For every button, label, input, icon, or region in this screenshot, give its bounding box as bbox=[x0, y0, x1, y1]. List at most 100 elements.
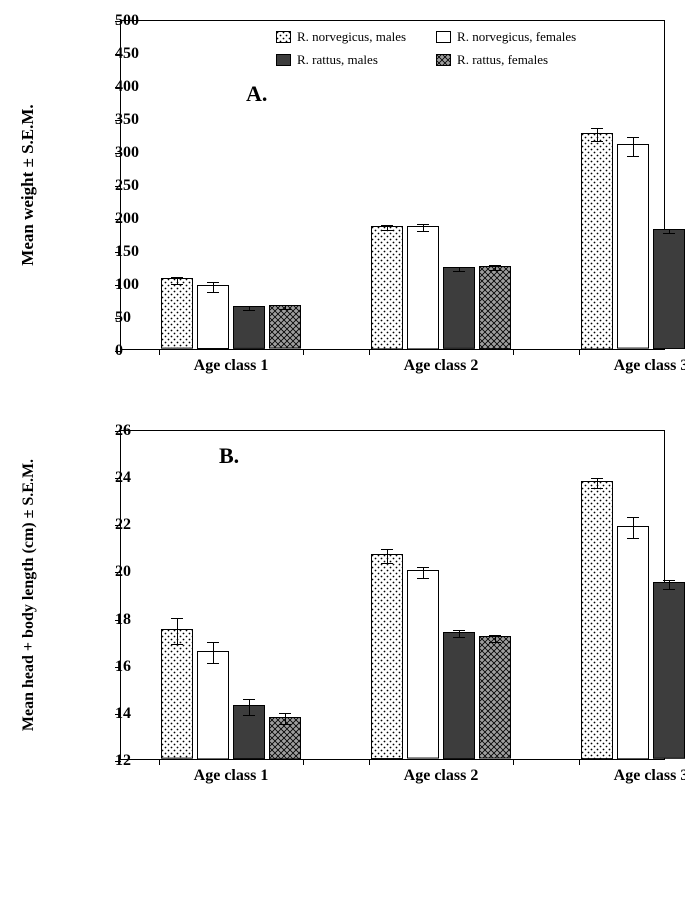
error-cap-top bbox=[171, 277, 183, 278]
bar-nm bbox=[371, 554, 403, 759]
panel-label: A. bbox=[246, 81, 267, 107]
x-tick bbox=[513, 349, 514, 355]
x-tick bbox=[579, 349, 580, 355]
error-cap-bottom bbox=[279, 309, 291, 310]
legend-item-rf: R. rattus, females bbox=[436, 52, 576, 68]
error-cap-top bbox=[171, 618, 183, 619]
error-cap-top bbox=[207, 282, 219, 283]
error-cap-top bbox=[417, 224, 429, 225]
x-category-label: Age class 3 bbox=[614, 767, 685, 785]
x-tick bbox=[303, 759, 304, 765]
bar-rm bbox=[443, 267, 475, 349]
bar-rf bbox=[269, 305, 301, 349]
x-category-label: Age class 3 bbox=[614, 357, 685, 375]
error-cap-bottom bbox=[243, 715, 255, 716]
error-bar bbox=[495, 635, 496, 642]
x-tick bbox=[159, 759, 160, 765]
chart-area: B.1214161820222426Age class 1 Age class … bbox=[120, 430, 665, 760]
error-bar bbox=[633, 517, 634, 538]
legend: R. norvegicus, males R. rattus, males R. n… bbox=[276, 29, 606, 68]
error-bar bbox=[285, 713, 286, 725]
x-tick bbox=[303, 349, 304, 355]
y-tick-label: 26 bbox=[115, 422, 656, 440]
error-cap-bottom bbox=[489, 642, 501, 643]
bar-nf bbox=[407, 570, 439, 759]
y-tick-label: 24 bbox=[115, 469, 656, 487]
error-bar bbox=[423, 567, 424, 579]
bar-nm bbox=[581, 133, 613, 349]
legend-label: R. rattus, females bbox=[457, 52, 548, 68]
bar-nf bbox=[617, 526, 649, 759]
error-cap-top bbox=[627, 137, 639, 138]
x-tick bbox=[369, 349, 370, 355]
error-cap-bottom bbox=[663, 589, 675, 590]
error-cap-bottom bbox=[171, 284, 183, 285]
error-cap-bottom bbox=[381, 563, 393, 564]
x-tick bbox=[369, 759, 370, 765]
error-cap-top bbox=[243, 306, 255, 307]
error-cap-top bbox=[627, 517, 639, 518]
error-cap-top bbox=[489, 265, 501, 266]
error-cap-bottom bbox=[243, 310, 255, 311]
error-bar bbox=[249, 699, 250, 716]
error-cap-top bbox=[489, 635, 501, 636]
legend-item-nm: R. norvegicus, males bbox=[276, 29, 406, 45]
error-bar bbox=[213, 282, 214, 291]
x-tick bbox=[579, 759, 580, 765]
bar-rf bbox=[479, 266, 511, 349]
figure: Mean weight ± S.E.M. A. R. norvegicus, mal… bbox=[20, 20, 665, 810]
bar-rm bbox=[443, 632, 475, 759]
error-cap-top bbox=[279, 305, 291, 306]
legend-label: R. norvegicus, females bbox=[457, 29, 576, 45]
error-cap-bottom bbox=[417, 231, 429, 232]
bar-nf bbox=[407, 226, 439, 349]
bar-nm bbox=[161, 278, 193, 349]
panel-A: Mean weight ± S.E.M. A. R. norvegicus, mal… bbox=[20, 20, 665, 400]
bar-rm bbox=[653, 229, 685, 349]
bar-rf bbox=[479, 636, 511, 759]
legend-label: R. norvegicus, males bbox=[297, 29, 406, 45]
x-category-label: Age class 1 bbox=[194, 767, 269, 785]
error-cap-bottom bbox=[171, 644, 183, 645]
legend-column: R. norvegicus, females R. rattus, females bbox=[436, 29, 576, 68]
error-cap-bottom bbox=[627, 538, 639, 539]
bar-nf bbox=[617, 144, 649, 349]
error-cap-top bbox=[381, 225, 393, 226]
bar-nf bbox=[197, 285, 229, 349]
error-cap-bottom bbox=[663, 233, 675, 234]
y-axis-title: Mean head + body length (cm) ± S.E.M. bbox=[20, 459, 38, 731]
y-axis-title: Mean weight ± S.E.M. bbox=[18, 104, 38, 265]
legend-item-rm: R. rattus, males bbox=[276, 52, 406, 68]
error-bar bbox=[597, 128, 598, 141]
panel-label: B. bbox=[219, 443, 239, 469]
y-tick-label: 400 bbox=[115, 78, 656, 96]
error-bar bbox=[213, 642, 214, 663]
error-cap-top bbox=[279, 713, 291, 714]
error-bar bbox=[459, 630, 460, 637]
error-cap-top bbox=[663, 229, 675, 230]
bar-nm bbox=[581, 481, 613, 759]
error-cap-top bbox=[591, 478, 603, 479]
error-cap-top bbox=[663, 580, 675, 581]
bar-nf bbox=[197, 651, 229, 759]
y-tick-label: 22 bbox=[115, 516, 656, 534]
x-tick bbox=[513, 759, 514, 765]
error-cap-bottom bbox=[279, 724, 291, 725]
error-cap-top bbox=[591, 128, 603, 129]
error-cap-bottom bbox=[591, 141, 603, 142]
error-cap-top bbox=[381, 549, 393, 550]
error-cap-bottom bbox=[207, 292, 219, 293]
error-cap-top bbox=[243, 699, 255, 700]
error-bar bbox=[177, 618, 178, 644]
error-cap-bottom bbox=[417, 578, 429, 579]
error-bar bbox=[597, 478, 598, 487]
x-tick bbox=[159, 349, 160, 355]
legend-item-nf: R. norvegicus, females bbox=[436, 29, 576, 45]
error-bar bbox=[669, 580, 670, 589]
error-cap-top bbox=[453, 630, 465, 631]
y-tick-label: 300 bbox=[115, 144, 656, 162]
error-cap-top bbox=[207, 642, 219, 643]
error-cap-bottom bbox=[381, 230, 393, 231]
x-category-label: Age class 2 bbox=[404, 357, 479, 375]
error-cap-bottom bbox=[627, 156, 639, 157]
